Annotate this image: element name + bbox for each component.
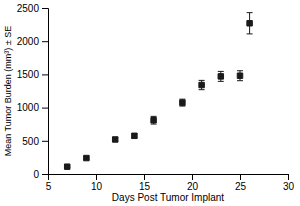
tick-mark	[240, 174, 241, 180]
error-cap-top	[247, 12, 253, 13]
tick: 500	[22, 136, 48, 147]
y-axis: 0 500 1000 1500 2000 2500	[17, 3, 49, 180]
tick-label: 1500	[17, 69, 40, 80]
tick-mark	[42, 108, 48, 109]
error-cap-bottom	[151, 124, 157, 125]
tick-label: 25	[235, 181, 247, 192]
tick-mark	[42, 74, 48, 75]
tick-label: 20	[187, 181, 199, 192]
error-bar	[199, 80, 205, 89]
error-cap-top	[199, 80, 205, 81]
error-cap-bottom	[247, 33, 253, 34]
point	[64, 164, 69, 169]
error-bar	[151, 116, 157, 124]
tick: 15	[139, 174, 151, 192]
tick: 2500	[17, 3, 48, 14]
tick-mark	[96, 174, 97, 180]
error-bar	[131, 134, 137, 138]
plot-area	[64, 13, 252, 170]
error-bar	[237, 71, 243, 81]
tick: 10	[91, 174, 103, 192]
tick-label: 2000	[17, 36, 40, 47]
error-cap-bottom	[237, 80, 243, 81]
tick-label: 10	[91, 181, 103, 192]
x-axis-title: Days Post Tumor Implant	[112, 192, 224, 203]
tick: 0	[33, 169, 48, 180]
tick-label: 15	[139, 181, 151, 192]
point	[84, 155, 89, 160]
tick-mark	[42, 141, 48, 142]
error-cap-bottom	[218, 81, 224, 82]
chart: 5 10 15 20 25 30 0 500 1000 1500 2000 2500 Days Post…	[0, 0, 300, 206]
error-cap-bottom	[199, 89, 205, 90]
tick-label: 500	[22, 136, 39, 147]
tick-label: 1000	[17, 102, 40, 113]
point	[199, 82, 204, 87]
error-cap-top	[237, 70, 243, 71]
tick-mark	[42, 174, 48, 175]
tick: 1500	[17, 69, 48, 80]
tick: 20	[187, 174, 199, 192]
error-bar	[179, 99, 185, 106]
error-cap-top	[218, 71, 224, 72]
point	[247, 21, 252, 26]
error-bar	[247, 13, 253, 34]
point	[218, 74, 223, 79]
error-cap-top	[151, 116, 157, 117]
x-axis-line	[49, 175, 289, 181]
tick: 2000	[17, 36, 48, 47]
y-axis-line	[42, 9, 49, 175]
point	[151, 117, 156, 122]
tick-label: 0	[33, 169, 39, 180]
tick-mark	[192, 174, 193, 180]
point	[237, 73, 242, 78]
x-axis: 5 10 15 20 25 30	[46, 174, 295, 192]
tick: 5	[46, 174, 52, 192]
tick: 25	[235, 174, 247, 192]
tick: 1000	[17, 102, 48, 113]
tick-mark	[144, 174, 145, 180]
error-bar	[112, 138, 118, 142]
tick: 30	[283, 174, 295, 192]
tick-label: 5	[46, 181, 52, 192]
point	[132, 133, 137, 138]
tick-label: 30	[283, 181, 295, 192]
point	[112, 137, 117, 142]
tick-label: 2500	[17, 3, 40, 14]
tick-mark	[42, 41, 48, 42]
point	[180, 100, 185, 105]
tick-mark	[288, 174, 289, 180]
tick-mark	[42, 8, 48, 9]
error-bar	[218, 71, 224, 81]
y-axis-title: Mean Tumor Burden (mm³) ± SE	[3, 26, 13, 156]
